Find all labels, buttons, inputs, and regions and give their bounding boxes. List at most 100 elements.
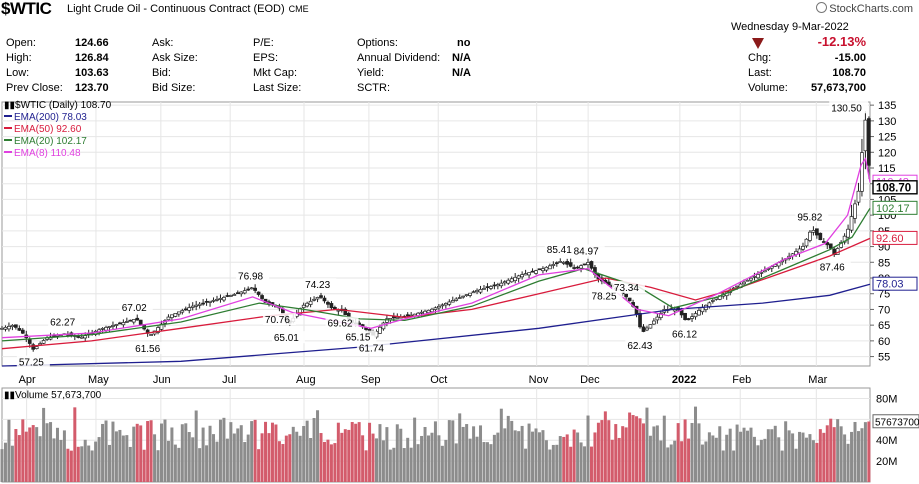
candle-body [693,313,698,318]
volume-bar [10,445,14,482]
price-tag-label: 78.03 [876,279,904,291]
annotation-label: 65.01 [274,333,299,344]
volume-bar [361,435,365,482]
candle-body [860,152,864,192]
candle-body [457,297,462,299]
candle-body [537,268,542,271]
legend-ema8: EMA(8) 110.48 [4,148,81,159]
annotation-bg [303,278,337,291]
volume-bar [326,439,330,482]
annotation-label: 130.50 [831,103,862,114]
month-label: Mar [808,374,828,386]
candle-body [308,300,313,305]
annotation-62-27: 62.27 [48,315,82,329]
volume-bar [503,428,507,482]
candle-body [527,272,531,276]
volume-bar [232,433,236,482]
candle-body [326,301,330,305]
candle-body [256,291,261,295]
volume-bar [364,450,368,482]
volume-bar [14,429,18,482]
volume-bar [350,422,354,482]
volume-bar [766,429,770,482]
volume-bar [243,442,247,482]
volume-bar [374,438,378,482]
candle-body [322,297,327,302]
candle-body [176,311,181,315]
volume-bar [732,450,736,482]
annotation-label: 67.02 [122,303,147,314]
ema200-swatch [4,115,12,117]
volume-bar [780,450,784,482]
volume-bar [447,420,451,482]
candle-body [215,298,219,301]
candle-body [568,262,573,267]
volume-bar [499,408,503,482]
volume-bar [28,427,32,482]
volume-chart[interactable]: 80M60M40M20M57673700 [0,386,919,484]
candle-body [138,319,143,325]
month-label: Sep [360,374,381,386]
candle-body [554,262,559,265]
prevclose-value: 123.70 [75,82,109,94]
volume-bar [160,423,164,482]
y-tick-label: 75 [878,289,890,301]
volume-bar [527,423,531,482]
volume-bar [284,435,288,482]
volume-bar [461,426,465,482]
ema50-swatch [4,127,12,129]
y-tick-label: 135 [878,100,896,112]
candle-body [208,300,212,303]
volume-value: 57,673,700 [810,82,866,94]
volume-bar [309,438,313,482]
volume-bar [735,424,739,482]
annotation-label: 85.41 [547,245,572,256]
annotation-label: 87.46 [820,263,845,274]
volume-bar [239,425,243,482]
volume-bar [531,431,535,482]
candle-body [489,286,493,289]
price-tag-ema50: 92.60 [872,230,918,245]
candle-body [683,312,687,320]
candle-body [811,230,816,233]
candle-body [856,190,861,203]
candle-body [31,344,36,350]
volume-bar [83,439,87,482]
volume-bar [416,444,420,482]
price-tag-ema200: 78.03 [872,276,918,291]
volume-bar [548,449,552,482]
volume-bar [312,417,316,482]
brand-logo[interactable]: StockCharts.com [816,2,913,15]
candle-body [159,323,164,330]
volume-bar [97,437,101,482]
candle-body [149,334,153,336]
volume-bar [555,444,559,482]
yield-label: Yield: [357,67,385,79]
annotation-65-15: 65.15 [343,330,377,344]
volume-bar [277,441,281,482]
volume-bar [711,435,715,482]
volume-bar [666,447,670,482]
vol-tick-label: 80M [876,393,897,405]
volume-bar [111,421,115,482]
candle-body [520,274,524,278]
candle-body [846,228,850,238]
volume-bar [288,434,292,482]
candle-body [7,325,11,330]
candle-body [385,318,389,323]
candle-body [471,291,476,294]
volume-bar [714,437,718,482]
volume-bar [257,449,261,482]
volume-bar [860,428,864,482]
volume-bar [836,419,840,482]
candle-body [530,270,535,273]
volume-bars [0,406,871,482]
candle-body [249,287,254,290]
y-tick-label: 70 [878,304,890,316]
candle-body [118,322,122,325]
candle-body [565,261,570,265]
legend-price: ▮▮$WTIC (Daily) 108.70 [4,100,111,111]
volume-bar [808,434,812,482]
volume-bar [440,445,444,482]
price-chart[interactable]: 5560657075808590951001051101151201251301… [0,99,919,371]
